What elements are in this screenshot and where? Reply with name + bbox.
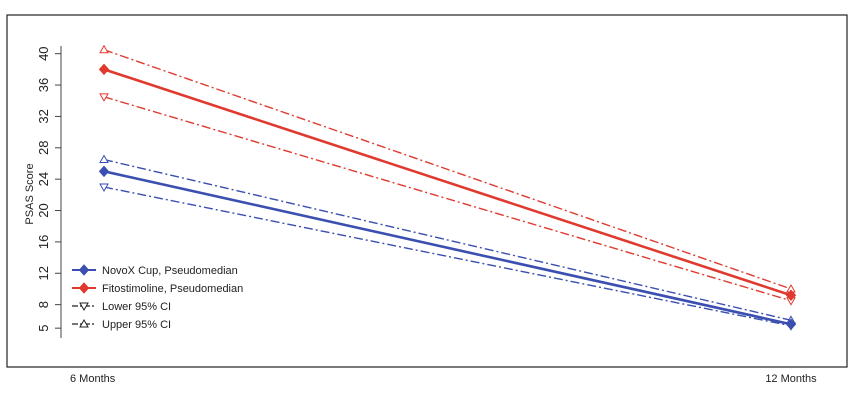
series-1-point-1 xyxy=(785,289,797,301)
legend: NovoX Cup, Pseudomedian Fitostimoline, Ps… xyxy=(72,264,243,331)
legend-label-3: Upper 95% CI xyxy=(102,319,171,331)
legend-label-1: Fitostimoline, Pseudomedian xyxy=(102,283,243,295)
x-tick-labels: 6 Months 12 Months xyxy=(70,373,817,385)
y-tick-label-36: 36 xyxy=(36,78,51,92)
series-line-5 xyxy=(103,49,792,290)
y-tick-label-16: 16 xyxy=(36,235,51,249)
legend-item-2: Lower 95% CI xyxy=(72,301,171,313)
series-0-point-0 xyxy=(98,165,110,178)
chart-frame xyxy=(6,14,848,368)
legend-marker-0 xyxy=(78,264,90,276)
series-1 xyxy=(98,63,797,301)
series-3-point-0 xyxy=(99,154,109,164)
y-tick-label-24: 24 xyxy=(36,172,51,186)
series-line-1 xyxy=(103,68,792,297)
x-tick-label-1: 12 Months xyxy=(765,373,817,385)
y-tick-labels: 5 8 12 16 20 24 28 32 36 40 xyxy=(36,46,51,331)
series-line-3 xyxy=(103,158,792,321)
y-axis-label: PSAS Score xyxy=(24,163,36,224)
series-line-0 xyxy=(103,170,792,326)
series-5-point-0 xyxy=(99,44,109,54)
y-tick-label-12: 12 xyxy=(36,266,51,280)
y-tick-label-8: 8 xyxy=(36,301,51,308)
legend-label-2: Lower 95% CI xyxy=(102,301,171,313)
series-0-point-1 xyxy=(785,318,797,330)
series-1-point-0 xyxy=(98,63,110,76)
series-2-point-0 xyxy=(99,183,109,193)
y-tick-label-28: 28 xyxy=(36,141,51,155)
y-tick-label-5: 5 xyxy=(36,325,51,332)
legend-item-0: NovoX Cup, Pseudomedian xyxy=(72,264,238,277)
series-0 xyxy=(98,165,797,330)
legend-item-1: Fitostimoline, Pseudomedian xyxy=(72,282,243,295)
legend-marker-2 xyxy=(79,302,89,312)
series-line-2 xyxy=(103,186,792,327)
x-tick-label-0: 6 Months xyxy=(70,373,116,385)
series-layer xyxy=(98,44,797,331)
y-ticks xyxy=(55,53,61,329)
legend-marker-3 xyxy=(79,318,89,328)
legend-marker-1 xyxy=(78,282,90,294)
y-tick-label-40: 40 xyxy=(36,46,51,60)
series-line-4 xyxy=(103,96,792,302)
y-tick-label-20: 20 xyxy=(36,203,51,217)
series-4 xyxy=(99,93,796,306)
legend-label-0: NovoX Cup, Pseudomedian xyxy=(102,265,238,277)
legend-item-3: Upper 95% CI xyxy=(72,318,171,331)
series-4-point-0 xyxy=(99,93,109,102)
y-tick-label-32: 32 xyxy=(36,109,51,123)
